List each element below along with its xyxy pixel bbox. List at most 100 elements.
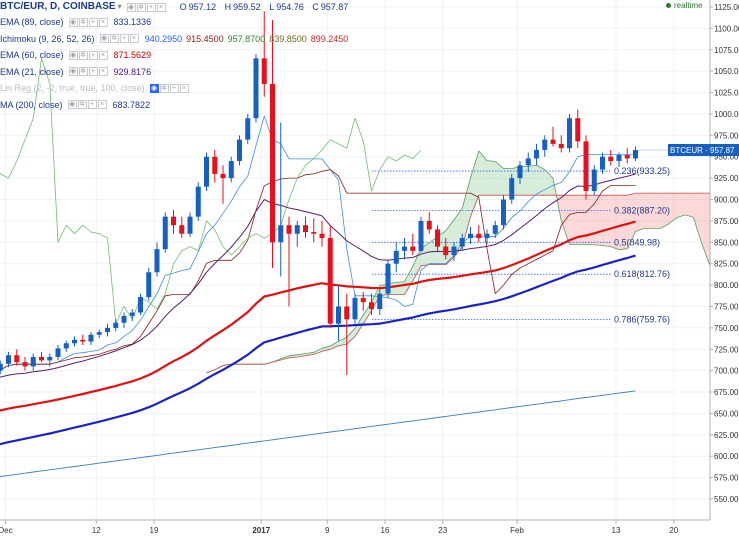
cloud-segment	[619, 195, 628, 250]
eye-icon[interactable]: ◉	[68, 50, 78, 60]
price-tick-label: 900.00	[714, 196, 739, 205]
candle-body	[187, 216, 193, 234]
candle-body	[402, 246, 407, 251]
price-tick-label: 975.00	[714, 131, 739, 140]
candle-body	[0, 363, 3, 371]
price-axis[interactable]: 550.00 575.00 600.00 625.00 650.00 675.00 700.…	[710, 3, 739, 504]
price-tick-label: 725.00	[714, 345, 739, 354]
candle-body	[492, 225, 498, 234]
cloud-segment	[528, 165, 537, 196]
plus-icon[interactable]: +	[88, 50, 98, 60]
ma-200-line	[0, 390, 636, 477]
indicator-row[interactable]: EMA (89, close) ◉ ✲ + × 833.1336	[0, 16, 151, 28]
indicator-row[interactable]: EMA (21, close) ◉ ✲ + × 929.8176	[0, 66, 151, 78]
plus-icon[interactable]: +	[119, 34, 129, 43]
close-icon[interactable]: ×	[156, 2, 166, 12]
price-tick-label: 1050.00	[714, 67, 739, 76]
chevron-down-icon[interactable]: ▾	[117, 2, 122, 11]
indicator-name[interactable]: EMA (60, close)	[0, 50, 64, 60]
candle-body	[534, 149, 539, 159]
realtime-label: realtime	[674, 1, 703, 10]
symbol-controls: ◉ ✲ + ×	[126, 2, 166, 12]
candle-body	[484, 233, 490, 239]
indicator-value: 899.2450	[310, 33, 349, 44]
indicator-name[interactable]: MA (200, close)	[0, 99, 63, 110]
ema-89-line	[0, 254, 636, 446]
close-icon[interactable]: ×	[179, 83, 189, 93]
close-icon[interactable]: ×	[98, 17, 108, 27]
candle-body	[39, 356, 44, 361]
candle-body	[344, 306, 350, 320]
indicator-name[interactable]: Lin Reg (2, -2, true, true, 100, close)	[0, 83, 145, 93]
fibonacci-retracement[interactable]: 0.236(933.25) 0.382(887.20) 0.5(849.98) 0.6…	[372, 166, 670, 325]
gear-icon[interactable]: ✲	[78, 50, 88, 60]
cloud-segment	[627, 193, 636, 249]
plus-icon[interactable]: +	[146, 2, 156, 12]
candle-body	[14, 355, 20, 363]
cloud-segment	[685, 193, 694, 218]
indicator-name[interactable]: Ichimoku (9, 26, 52, 26)	[0, 33, 95, 44]
cloud-segment	[602, 195, 611, 247]
cloud-segment	[487, 160, 496, 196]
cloud-segment	[652, 193, 661, 229]
symbol-title[interactable]: BTC/EUR, D, COINBASE	[0, 1, 116, 12]
open-value: 957.12	[188, 2, 217, 12]
last-price-tag-label: BTCEUR · 957.87	[670, 146, 735, 155]
indicator-row[interactable]: MA (200, close) ◉ ✲ + × 683.7822	[0, 99, 150, 111]
indicator-value: 957.8700	[227, 33, 266, 44]
time-axis[interactable]: Dec 12 19 2017 9 16 23 Feb 13 20	[0, 520, 679, 535]
indicator-row[interactable]: Lin Reg (2, -2, true, true, 100, close) ◉…	[0, 82, 189, 94]
candle-body	[113, 322, 119, 328]
eye-icon[interactable]: ◉	[126, 2, 136, 12]
gear-icon[interactable]: ✲	[136, 2, 146, 12]
cloud-segment	[594, 195, 603, 246]
eye-icon[interactable]: ◉	[67, 100, 77, 109]
indicator-name[interactable]: EMA (89, close)	[0, 17, 64, 27]
candle-body	[303, 225, 308, 233]
close-icon[interactable]: ×	[98, 67, 108, 76]
eye-icon[interactable]: ◉	[68, 17, 78, 27]
price-tick-label: 1100.00	[714, 24, 739, 33]
candle-body	[608, 156, 614, 162]
candle-body	[204, 156, 209, 187]
candle-body	[245, 118, 251, 140]
gear-icon[interactable]: ✲	[78, 67, 88, 76]
gear-icon[interactable]: ✲	[159, 83, 169, 93]
indicator-row[interactable]: Ichimoku (9, 26, 52, 26) ◉ ✲ + × 940.2950 915.…	[0, 33, 348, 45]
eye-icon[interactable]: ◉	[99, 34, 109, 43]
price-tick-label: 850.00	[714, 238, 739, 247]
plus-icon[interactable]: +	[88, 17, 98, 27]
cloud-segment	[322, 346, 331, 352]
time-tick-label: 2017	[252, 526, 270, 535]
price-axis-background[interactable]	[710, 0, 739, 538]
candle-body	[616, 155, 622, 162]
candle-body	[426, 220, 432, 230]
cloud-segment	[338, 337, 347, 346]
plus-icon[interactable]: +	[87, 100, 97, 109]
eye-icon[interactable]: ◉	[68, 67, 78, 76]
plus-icon[interactable]: +	[169, 83, 179, 93]
eye-icon[interactable]: ◉	[149, 83, 159, 93]
gear-icon[interactable]: ✲	[78, 17, 88, 27]
candle-body	[435, 229, 440, 247]
close-icon[interactable]: ×	[98, 50, 108, 60]
fib-level-label: 0.618(812.76)	[614, 269, 670, 279]
gear-icon[interactable]: ✲	[77, 100, 87, 109]
close-icon[interactable]: ×	[129, 34, 139, 43]
indicator-row[interactable]: EMA (60, close) ◉ ✲ + × 871.5629	[0, 49, 151, 61]
gear-icon[interactable]: ✲	[109, 34, 119, 43]
open-label: O	[179, 2, 187, 12]
candle-body	[525, 158, 531, 166]
realtime-indicator: realtime	[666, 1, 702, 10]
time-tick-label: Dec	[0, 526, 13, 535]
indicator-value: 915.4500	[186, 33, 224, 44]
plus-icon[interactable]: +	[88, 67, 98, 76]
candle-body	[138, 297, 143, 313]
close-icon[interactable]: ×	[97, 100, 107, 109]
candle-body	[311, 232, 317, 234]
cloud-segment	[305, 352, 314, 356]
close-label: C	[312, 2, 319, 12]
indicator-name[interactable]: EMA (21, close)	[0, 66, 64, 77]
cloud-segment	[676, 193, 685, 218]
